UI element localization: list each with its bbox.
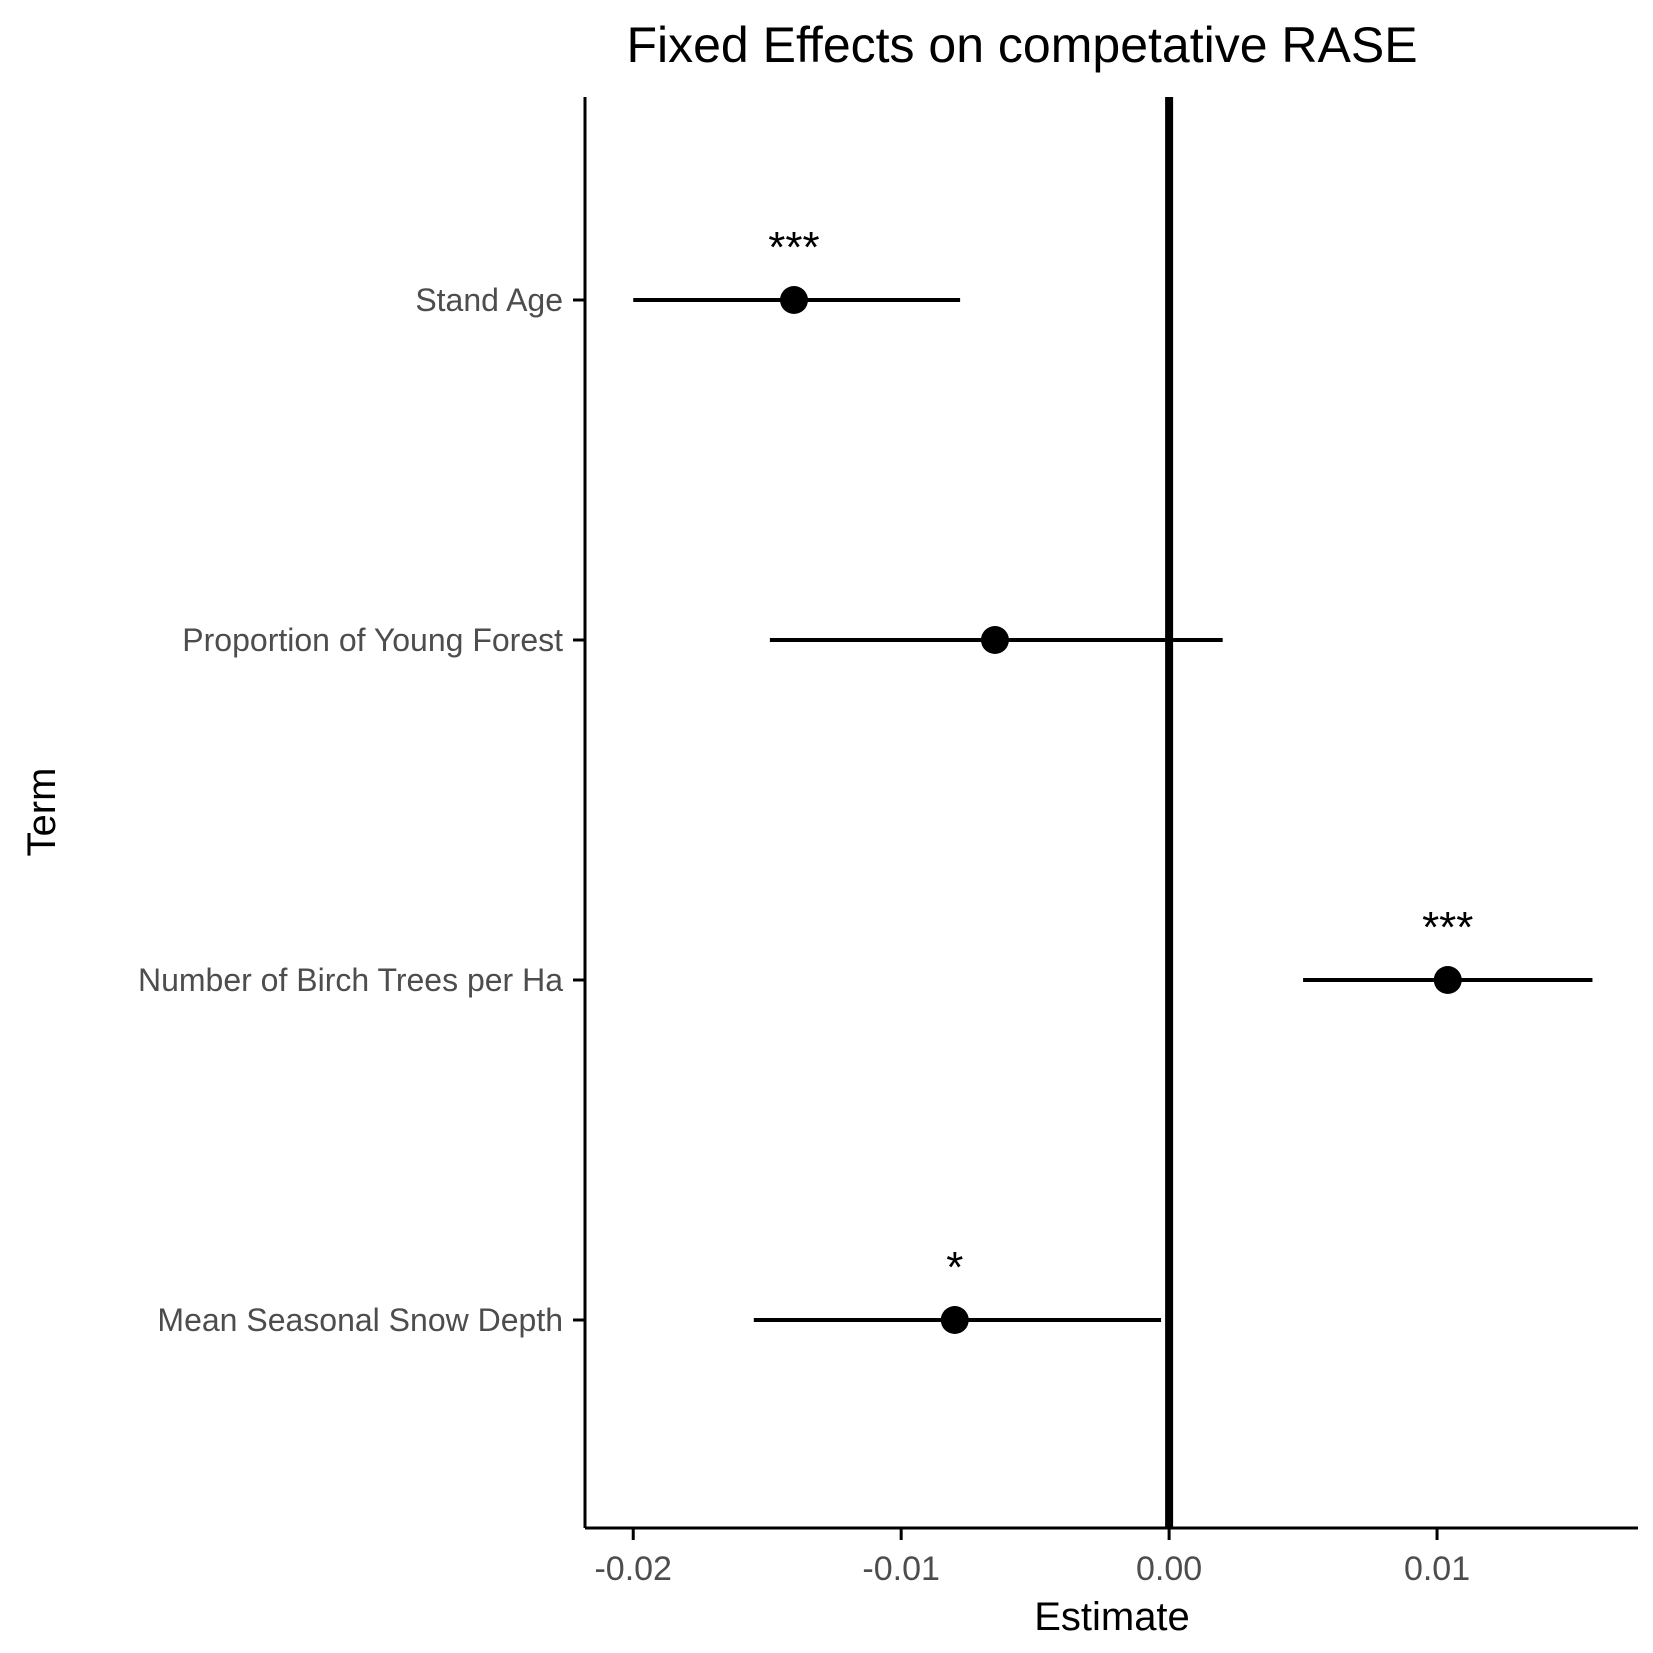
x-tick-label: -0.01: [862, 1550, 940, 1588]
y-axis-ticks: Stand Age Proportion of Young Forest Numbe…: [138, 282, 585, 1338]
estimate-point: [980, 626, 1009, 654]
estimate-point: [1433, 966, 1462, 994]
x-tick-label: 0.01: [1404, 1550, 1470, 1588]
y-tick-label: Mean Seasonal Snow Depth: [157, 1302, 563, 1338]
y-tick-label: Stand Age: [415, 282, 563, 318]
estimate-point: [940, 1306, 969, 1334]
estimate-marks: *******: [633, 223, 1593, 1334]
significance-label: ***: [768, 223, 819, 272]
y-tick-label: Proportion of Young Forest: [182, 622, 563, 658]
significance-label: ***: [1422, 903, 1473, 952]
chart-title: Fixed Effects on competative RASE: [626, 17, 1417, 73]
x-tick-label: -0.02: [594, 1550, 672, 1588]
y-axis-title: Term: [20, 768, 64, 857]
significance-label: *: [946, 1243, 963, 1292]
x-axis-ticks: -0.02 -0.01 0.00 0.01: [594, 1528, 1470, 1588]
x-tick-label: 0.00: [1136, 1550, 1202, 1588]
estimate-point: [779, 286, 808, 314]
y-tick-label: Number of Birch Trees per Ha: [138, 962, 563, 998]
x-axis-title: Estimate: [1034, 1595, 1190, 1639]
